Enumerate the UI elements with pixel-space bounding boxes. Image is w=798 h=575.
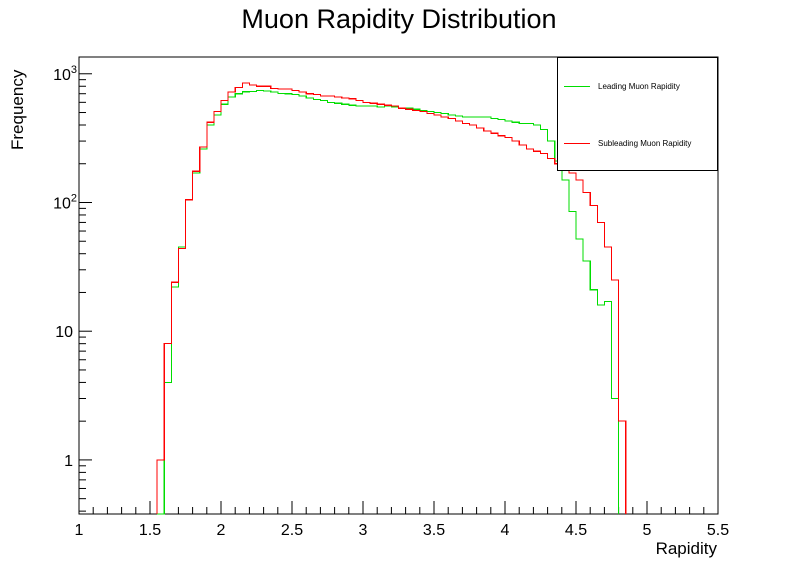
x-tick-label: 5 <box>643 522 652 539</box>
x-tick-label: 1 <box>75 522 84 539</box>
x-axis-ticks <box>78 501 719 514</box>
legend-label-leading: Leading Muon Rapidity <box>598 82 680 91</box>
x-tick-label: 2 <box>217 522 226 539</box>
series-group <box>156 82 627 515</box>
x-tick-label: 5.5 <box>707 522 729 539</box>
y-tick-labels: 1 10 102 103 <box>53 64 77 470</box>
x-tick-label: 4 <box>501 522 510 539</box>
legend-swatch-leading <box>564 86 590 87</box>
y-axis-ticks <box>79 73 92 512</box>
y-tick-label: 1 <box>64 453 73 470</box>
legend-label-subleading: Subleading Muon Rapidity <box>598 139 692 148</box>
x-tick-label: 3 <box>359 522 368 539</box>
y-axis-label: Frequency <box>8 69 27 150</box>
legend-swatch-subleading <box>564 143 590 144</box>
plot-frame <box>78 56 719 515</box>
chart-title: Muon Rapidity Distribution <box>241 4 557 34</box>
legend: Leading Muon Rapidity Subleading Muon Ra… <box>557 57 718 171</box>
x-tick-label: 1.5 <box>139 522 161 539</box>
y-tick-label: 10 <box>55 324 73 341</box>
legend-entry-leading: Leading Muon Rapidity <box>564 80 714 94</box>
x-tick-label: 2.5 <box>281 522 303 539</box>
legend-entry-subleading: Subleading Muon Rapidity <box>564 137 714 151</box>
series-subleading-muon <box>156 82 627 514</box>
x-tick-labels: 1 1.5 2 2.5 3 3.5 4 4.5 5 5.5 <box>75 522 730 539</box>
y-tick-label: 103 <box>53 64 77 84</box>
x-tick-label: 4.5 <box>565 522 587 539</box>
x-axis-label: Rapidity <box>655 539 717 558</box>
x-tick-label: 3.5 <box>423 522 445 539</box>
y-tick-label: 102 <box>53 192 77 212</box>
series-leading-muon <box>157 90 620 515</box>
